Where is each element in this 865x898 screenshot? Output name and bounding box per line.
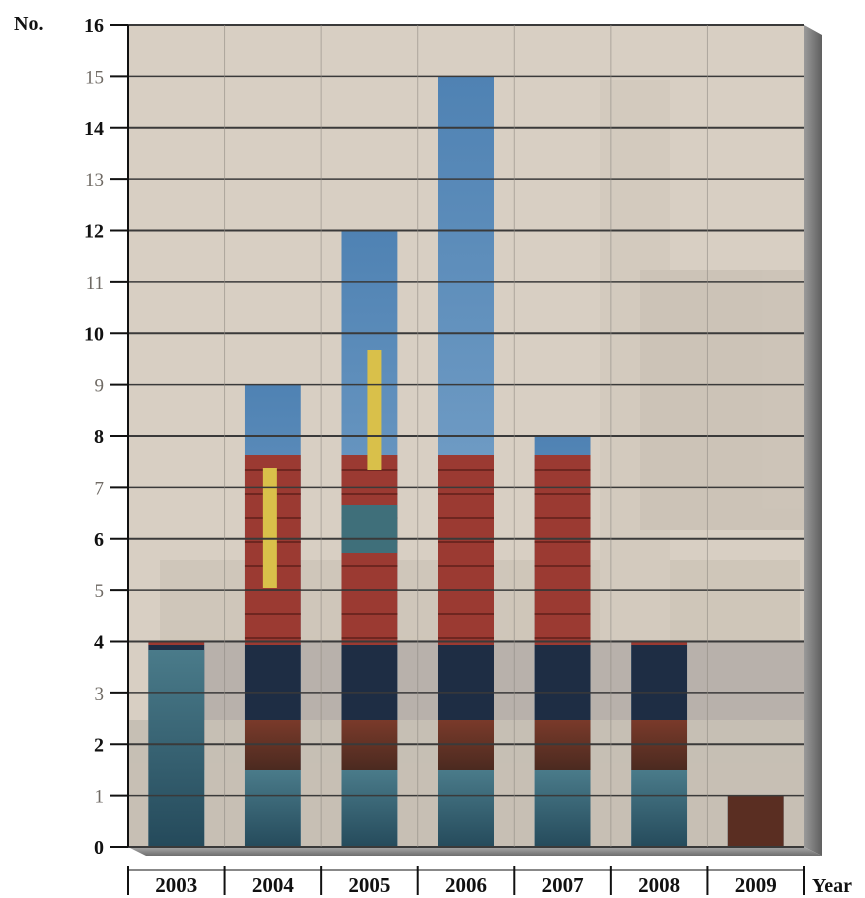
y-tick-label-11: 11: [86, 273, 104, 294]
y-tick-label-9: 9: [95, 376, 105, 397]
bar-2005: [341, 230, 398, 847]
y-tick-label-3: 3: [95, 684, 105, 705]
chart-floor: [128, 847, 822, 856]
y-tick-label-1: 1: [95, 787, 105, 808]
y-axis-label: No.: [14, 13, 43, 35]
y-tick-label-4: 4: [94, 632, 104, 654]
y-tick-label-5: 5: [95, 581, 105, 602]
y-tick-label-13: 13: [85, 170, 104, 191]
y-tick-label-8: 8: [94, 426, 104, 448]
y-tick-label-6: 6: [94, 529, 104, 551]
x-axis-label: Year: [812, 875, 852, 897]
gridlines: [128, 24, 804, 848]
y-tick-label-14: 14: [84, 118, 104, 140]
y-tick-label-16: 16: [84, 15, 104, 37]
x-tick-label-2007: 2007: [542, 873, 584, 897]
y-tick-label-12: 12: [84, 221, 104, 243]
x-tick-label-2005: 2005: [348, 873, 390, 897]
chart-side-wall: [804, 25, 822, 856]
y-tick-label-2: 2: [94, 734, 104, 756]
x-axis: 2003 2004 2005 2006 2007 2008 2009: [127, 866, 805, 897]
y-tick-label-7: 7: [95, 478, 105, 499]
vertical-gridlines: [224, 25, 708, 847]
x-tick-label-2009: 2009: [735, 873, 777, 897]
x-tick-label-2004: 2004: [252, 873, 295, 897]
y-tick-label-10: 10: [84, 323, 104, 345]
bar-2003: [148, 641, 205, 847]
x-tick-label-2008: 2008: [638, 873, 680, 897]
x-tick-label-2003: 2003: [155, 873, 197, 897]
bar-2006: [438, 76, 494, 847]
bar-2009: [727, 795, 784, 847]
y-tick-label-15: 15: [85, 67, 104, 88]
y-tick-label-0: 0: [94, 837, 104, 859]
bar-2004: [244, 384, 301, 847]
bar-2007: [534, 436, 591, 847]
x-tick-label-2006: 2006: [445, 873, 487, 897]
